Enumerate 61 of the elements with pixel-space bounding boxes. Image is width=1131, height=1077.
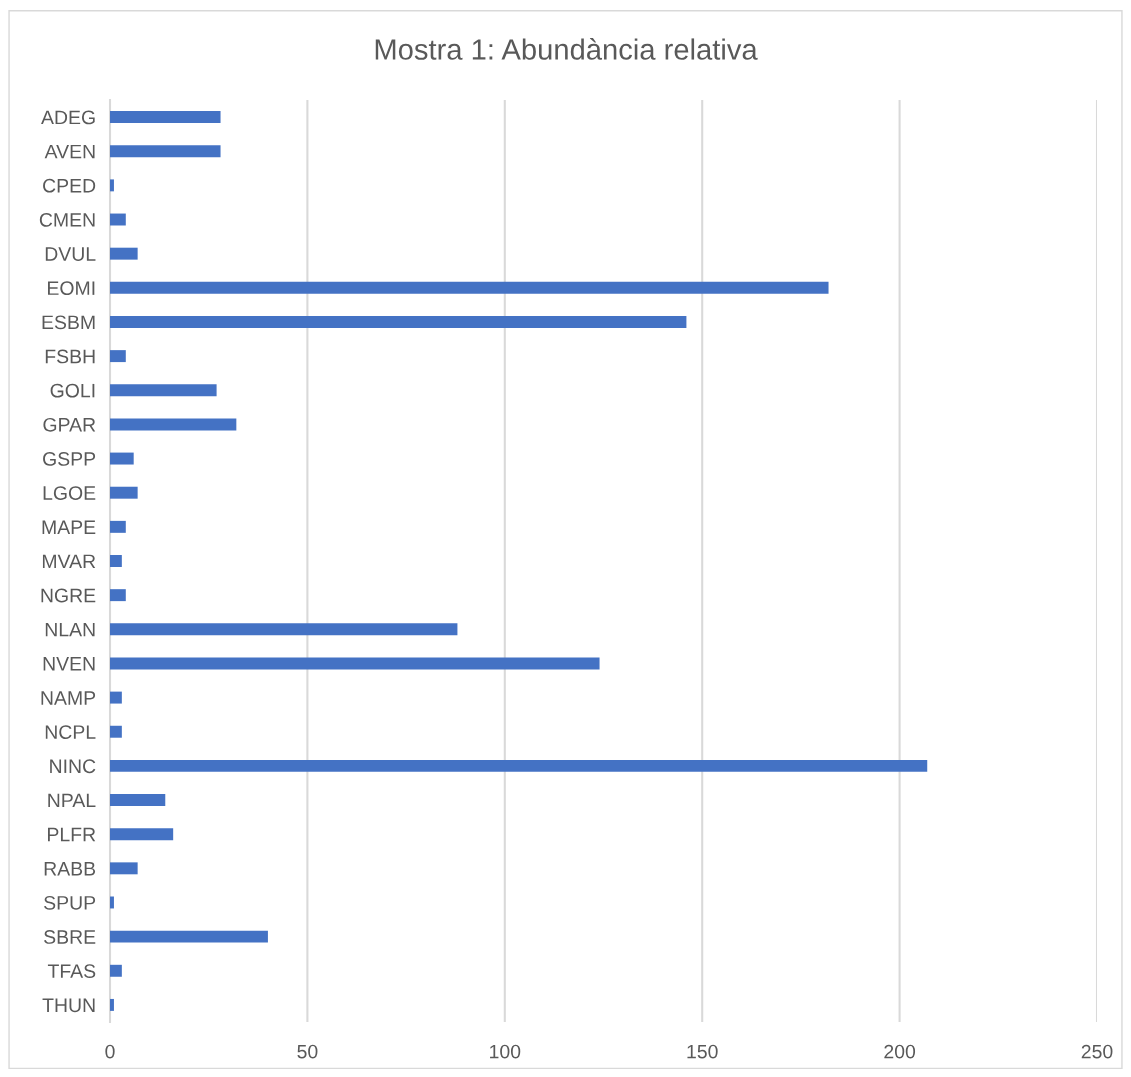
y-tick-label: NPAL [48,793,96,808]
y-tick-label: CMEN [39,212,95,227]
bar [110,896,114,909]
bar [110,759,928,772]
bar [110,111,221,124]
y-tick-label: PLFR [48,827,96,842]
y-tick-label: GSPP [43,452,96,466]
y-tick-label: MVAR [42,554,96,569]
y-tick-label: NGRE [41,588,96,603]
chart-title: Mostra 1: Abundància relativa [375,38,758,60]
bar [110,247,138,260]
y-tick-label: FSBH [45,349,95,364]
y-tick-label: THUN [42,998,95,1013]
bar [110,862,138,875]
x-tick-label: 250 [1081,1044,1113,1059]
bar [110,281,829,294]
y-tick-label: MAPE [42,520,96,534]
bar [110,555,122,567]
x-tick-label: 0 [105,1044,115,1059]
x-tick-label: 100 [490,1044,521,1059]
bar [110,520,126,533]
bar [110,145,221,158]
bar [110,350,126,363]
x-tick-label: 150 [687,1044,718,1059]
bar [110,998,114,1011]
bar [110,623,458,636]
y-tick-label: CPED [43,178,96,193]
y-tick-label: NCPL [45,725,96,739]
y-tick-label: LGOE [43,486,96,500]
x-tick-label: 50 [297,1044,318,1059]
y-tick-label: ADEG [41,110,95,125]
y-tick-label: NINC [50,759,96,774]
bar [110,486,138,499]
y-tick-label: DVUL [45,247,96,261]
bar [110,384,217,397]
bar [110,794,166,807]
bar [110,691,122,704]
y-tick-label: NAMP [41,691,96,705]
y-tick-label: GPAR [43,417,96,432]
y-tick-label: SPUP [44,895,96,910]
y-tick-label: EOMI [48,281,95,296]
bar [110,930,268,943]
y-tick-label: NVEN [43,657,95,671]
y-tick-label: SBRE [44,930,96,944]
y-tick-label: RABB [44,862,96,876]
bar [110,725,122,738]
y-tick-label: NLAN [45,622,95,637]
bar [110,828,174,841]
bar [110,315,687,328]
y-tick-label: TFAS [47,964,96,979]
bar [110,589,126,602]
y-tick-label: AVEN [44,144,95,159]
bar [110,213,126,226]
bar [110,657,600,670]
bar [110,452,134,465]
bar [110,179,114,192]
y-tick-label: GOLI [50,383,95,398]
y-tick-label: ESBM [42,315,95,330]
x-tick-label: 200 [884,1044,916,1059]
bar [110,418,237,431]
bar [110,964,122,977]
